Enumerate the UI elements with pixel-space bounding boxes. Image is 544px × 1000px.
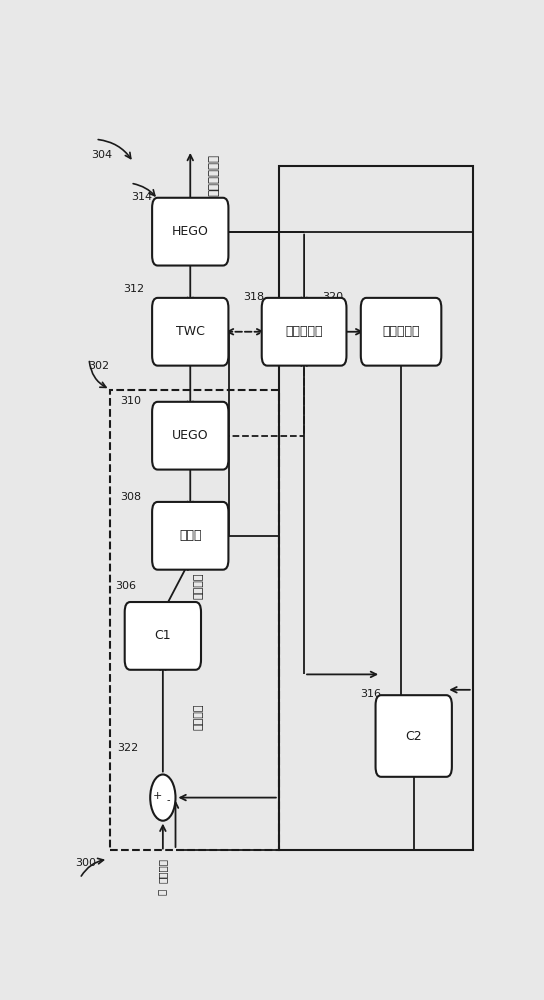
Text: HEGO: HEGO (172, 225, 209, 238)
Text: C2: C2 (405, 730, 422, 742)
Text: 312: 312 (123, 284, 144, 294)
Text: TWC: TWC (176, 325, 205, 338)
Text: 催化剂增益: 催化剂增益 (286, 325, 323, 338)
FancyBboxPatch shape (152, 298, 228, 366)
FancyBboxPatch shape (361, 298, 441, 366)
FancyBboxPatch shape (375, 695, 452, 777)
Text: 306: 306 (116, 581, 137, 591)
Text: 后催化剂排放: 后催化剂排放 (207, 154, 220, 196)
FancyBboxPatch shape (152, 502, 228, 570)
Text: 300: 300 (75, 858, 96, 868)
FancyBboxPatch shape (152, 198, 228, 266)
Text: 催化剂模型: 催化剂模型 (382, 325, 420, 338)
Text: 316: 316 (360, 689, 381, 699)
Text: 322: 322 (118, 743, 139, 753)
Text: 燃料命令: 燃料命令 (194, 573, 203, 599)
Text: C1: C1 (154, 629, 171, 642)
Text: -: - (166, 795, 170, 805)
Circle shape (150, 774, 176, 821)
Text: 318: 318 (243, 292, 264, 302)
Text: 320: 320 (322, 292, 343, 302)
Text: 314: 314 (131, 192, 152, 202)
Text: 比: 比 (157, 888, 167, 895)
Text: 310: 310 (120, 396, 141, 406)
Text: 参考空燃: 参考空燃 (158, 858, 168, 883)
FancyBboxPatch shape (125, 602, 201, 670)
Text: 304: 304 (91, 150, 112, 160)
FancyBboxPatch shape (152, 402, 228, 470)
Text: 302: 302 (88, 361, 109, 371)
Text: +: + (152, 791, 162, 801)
Text: 308: 308 (120, 492, 141, 502)
Text: UEGO: UEGO (172, 429, 208, 442)
FancyBboxPatch shape (262, 298, 347, 366)
Text: 发动机: 发动机 (179, 529, 201, 542)
Text: 误差信号: 误差信号 (194, 704, 203, 730)
